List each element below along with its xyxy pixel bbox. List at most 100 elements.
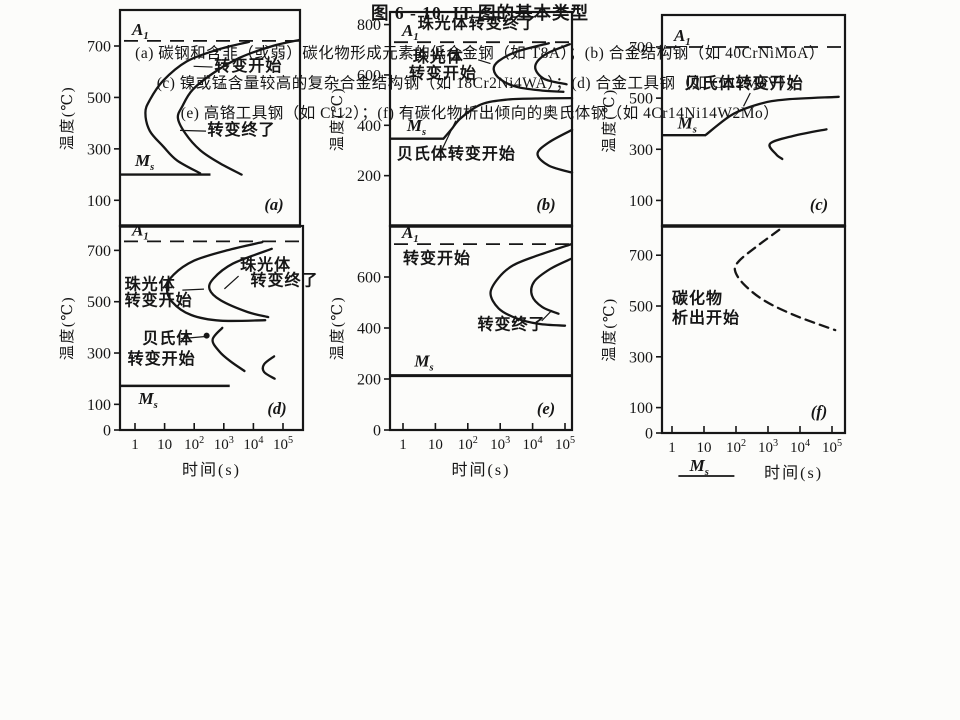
phase-line-label: Ms — [138, 389, 158, 411]
y-tick-label: 300 — [629, 142, 653, 159]
phase-line-label: A1 — [673, 26, 691, 48]
annotation-text: 珠光体转变终了 — [418, 13, 537, 32]
y-tick-label: 0 — [645, 426, 653, 443]
y-tick-label: 700 — [629, 248, 653, 265]
annotation-dot — [203, 332, 210, 339]
annotation-leader — [193, 65, 213, 68]
curve-pearlite-start — [492, 42, 565, 93]
x-tick-label: 10 — [428, 437, 443, 453]
annotation-leader — [223, 275, 240, 290]
y-tick-label: 700 — [629, 39, 653, 56]
y-axis: 0 100 300 500 700 温度(℃) — [601, 248, 662, 443]
curve-transformation-end — [530, 257, 573, 315]
phase-line-label: Ms — [406, 116, 426, 138]
x-axis: 1 10 102 103 104 105 时间(s) — [399, 423, 575, 479]
plot-frame — [660, 224, 847, 435]
annotation-text: 珠光体 — [240, 255, 291, 274]
y-tick-label: 600 — [357, 67, 381, 84]
phase-line-label: Ms — [689, 456, 709, 478]
x-axis: 1 10 102 103 104 105 时间(s) Ms — [668, 426, 842, 482]
y-axis: 200 400 600 800 温度(℃) — [329, 17, 390, 185]
annotation-text: 转变开始 — [409, 64, 477, 83]
y-tick-label: 200 — [357, 372, 381, 389]
annotation-text: 贝氏体 — [142, 328, 193, 347]
panel-letter-label: (a) — [264, 195, 283, 214]
x-tick-label: 10 — [157, 437, 172, 453]
x-axis-title: 时间(s) — [182, 461, 241, 479]
x-tick-label: 1 — [131, 437, 139, 453]
figure-caption-line-2: (c) 镍或锰含量较高的复杂合金结构钢（如 18Cr2Ni4WA）；(d) 合金… — [156, 75, 804, 92]
x-tick-label: 105 — [822, 438, 842, 456]
y-axis-title: 温度(℃) — [601, 88, 618, 152]
figure-caption-line-1: (a) 碳钢和含非（或弱）碳化物形成元素的低合金钢（如 T8A）；(b) 合金结… — [135, 45, 825, 62]
y-tick-label: 0 — [373, 423, 381, 440]
phase-line-label: A1 — [131, 20, 149, 42]
x-tick-label: 103 — [490, 435, 510, 453]
panel-letter-label: (b) — [536, 195, 555, 214]
y-tick-label: 500 — [87, 90, 111, 107]
y-axis-title: 温度(℃) — [329, 296, 346, 360]
annotation-text: 转变终了 — [250, 271, 318, 290]
annotation-leader — [180, 335, 205, 340]
curve-transformation-start — [144, 40, 251, 175]
y-tick-label: 0 — [103, 423, 111, 440]
figure-caption: 图 6 - 10 IT 图的基本类型 (a) 碳钢和含非（或弱）碳化物形成元素的… — [0, 0, 960, 129]
y-tick-label: 700 — [87, 39, 111, 56]
curve-lower-c-curve — [768, 128, 828, 161]
x-axis-title: 时间(s) — [764, 464, 823, 482]
x-tick-label: 102 — [458, 435, 478, 453]
y-tick-label: 100 — [629, 193, 653, 210]
annotation-text: 转变开始 — [125, 290, 193, 309]
y-tick-label: 300 — [87, 141, 111, 158]
curve-pearlite-end — [534, 43, 572, 86]
panel-letter-label: (f) — [811, 402, 827, 421]
annotation-text: 珠光体 — [125, 274, 176, 293]
x-tick-label: 103 — [758, 438, 778, 456]
curve-bainite-start — [704, 95, 840, 136]
y-tick-label: 100 — [87, 397, 111, 414]
y-tick-label: 100 — [87, 193, 111, 210]
annotation-text: 转变终了 — [478, 315, 546, 334]
y-axis-title: 温度(℃) — [59, 296, 76, 360]
x-tick-label: 105 — [555, 435, 575, 453]
y-axis: 100 300 500 700 温度(℃) — [59, 39, 120, 210]
y-axis: 100 300 500 700 温度(℃) — [601, 39, 662, 210]
x-tick-label: 105 — [273, 435, 293, 453]
y-axis-title: 温度(℃) — [59, 86, 76, 150]
phase-line-label: A1 — [131, 220, 149, 242]
x-tick-label: 104 — [243, 435, 263, 453]
figure-caption-line-3: (e) 高铬工具钢（如 Cr12）；(f) 有碳化物析出倾向的奥氏体钢（如 4C… — [180, 105, 780, 122]
x-tick-label: 10 — [697, 440, 712, 456]
phase-line-label: A1 — [401, 223, 419, 245]
it-diagram-figure: 100300500700温度(℃)A1Ms转变开始转变终了(a)20040060… — [59, 8, 847, 482]
annotation-leader — [541, 309, 553, 322]
y-tick-label: 400 — [357, 118, 381, 135]
y-axis-title: 温度(℃) — [601, 297, 618, 361]
annotation-text: 析出开始 — [672, 308, 740, 327]
annotation-text: 碳化物 — [672, 288, 723, 307]
annotation-text: 转变开始 — [214, 56, 282, 75]
panel-letter-label: (d) — [267, 399, 286, 418]
curve-lower-hook — [261, 355, 276, 380]
curve-lower-c-curve — [536, 128, 574, 174]
annotation-leader — [182, 288, 204, 291]
phase-line-label: Ms — [413, 352, 433, 374]
figure-title: 图 6 - 10 IT 图的基本类型 — [371, 3, 589, 23]
annotation-text: 贝氏体转变开始 — [685, 73, 804, 92]
y-axis: 0 100 300 500 700 温度(℃) — [59, 243, 120, 440]
curve-transformation-start — [489, 242, 573, 327]
annotation-text: 珠光体 — [413, 47, 464, 66]
x-tick-label: 102 — [184, 435, 204, 453]
annotation-leader — [179, 129, 207, 132]
annotation-text: 转变终了 — [208, 120, 276, 139]
chart-panel-c: 100 300 500 700 温度(℃) A1 Ms 贝氏体转变开始 (c) — [601, 13, 847, 228]
annotation-text: 贝氏体转变开始 — [397, 144, 516, 163]
chart-panel-d: 0100300500700温度(℃)A1Ms珠光体转变开始珠光体转变终了贝氏体转… — [59, 220, 318, 479]
y-tick-label: 600 — [357, 270, 381, 287]
y-tick-label: 500 — [629, 91, 653, 108]
y-tick-label: 800 — [357, 17, 381, 34]
